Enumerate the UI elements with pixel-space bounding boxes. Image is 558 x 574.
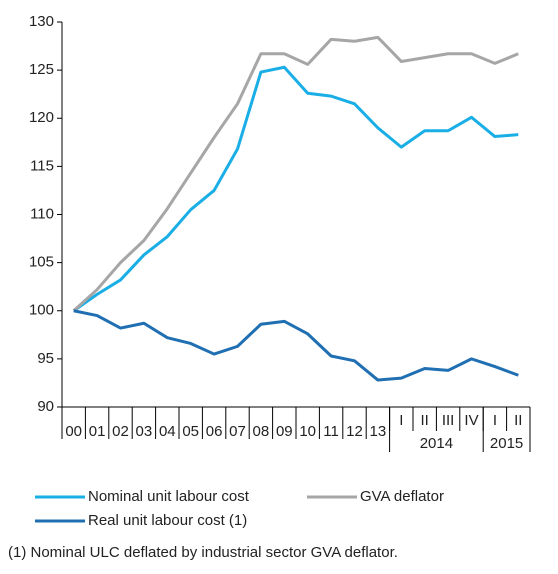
- x-tick-label: 06: [206, 423, 223, 440]
- group-label: 2014: [420, 435, 453, 452]
- x-tick-label: I: [399, 412, 403, 429]
- series-line: [72, 35, 519, 312]
- group-label: 2015: [490, 435, 523, 452]
- x-tick-label: I: [493, 412, 497, 429]
- x-tick-label: 09: [276, 423, 293, 440]
- y-tick-label: 90: [37, 398, 54, 415]
- series-line: [72, 65, 519, 312]
- x-tick-label: II: [421, 412, 429, 429]
- x-tick-label: 10: [299, 423, 316, 440]
- x-tick-label: IV: [464, 412, 478, 429]
- x-tick-label: 00: [65, 423, 82, 440]
- x-tick-label: 13: [370, 423, 387, 440]
- y-tick-label: 95: [37, 350, 54, 367]
- x-tick-label: 02: [112, 423, 129, 440]
- y-tick-label: 130: [29, 13, 54, 30]
- y-tick-label: 100: [29, 302, 54, 319]
- y-tick-label: 110: [30, 205, 54, 222]
- x-tick-label: 12: [346, 423, 363, 440]
- x-tick-label: 08: [253, 423, 270, 440]
- y-tick-label: 120: [29, 109, 54, 126]
- legend-label: Nominal unit labour cost: [88, 488, 250, 505]
- footnote: (1) Nominal ULC deflated by industrial s…: [8, 544, 398, 561]
- x-tick-label: 04: [159, 423, 176, 440]
- y-tick-label: 115: [30, 157, 54, 174]
- legend-label: GVA deflator: [360, 488, 444, 505]
- x-tick-label: 05: [182, 423, 199, 440]
- x-tick-label: II: [514, 412, 522, 429]
- x-tick-label: 07: [229, 423, 246, 440]
- series-line: [73, 309, 519, 382]
- x-tick-label: 01: [89, 423, 106, 440]
- x-tick-label: 03: [136, 423, 153, 440]
- x-tick-label: 11: [323, 423, 339, 440]
- y-tick-label: 105: [29, 254, 54, 271]
- x-tick-label: III: [442, 412, 455, 429]
- y-tick-label: 125: [29, 61, 54, 78]
- legend-label: Real unit labour cost (1): [88, 512, 247, 529]
